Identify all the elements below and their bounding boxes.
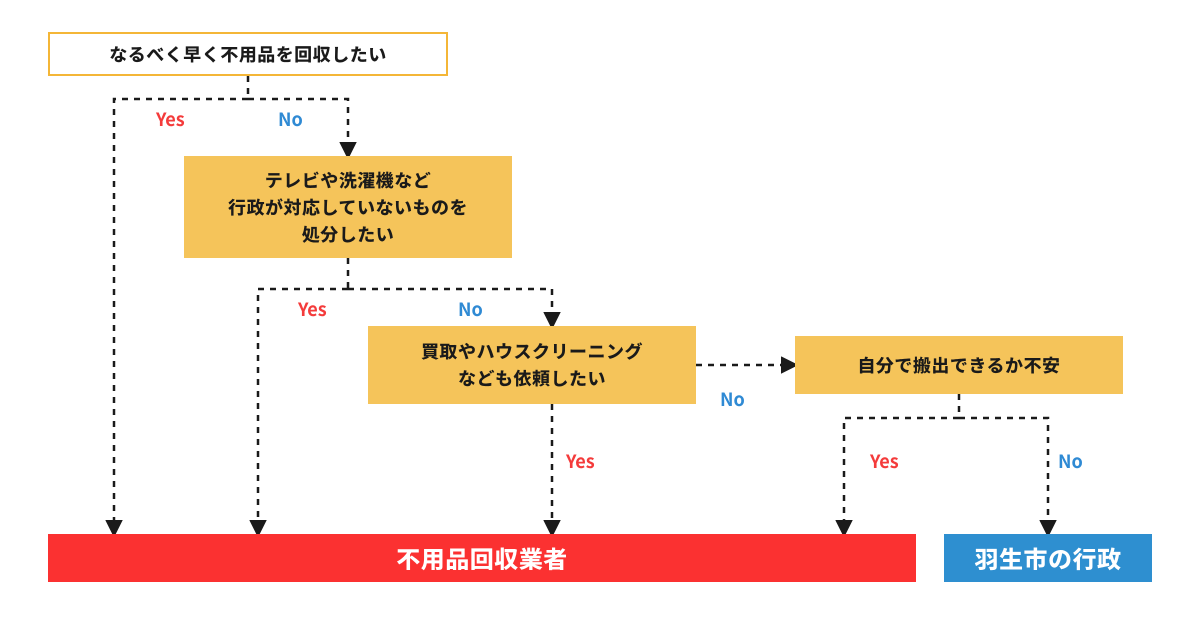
- label-q3_yes: Yes: [566, 448, 595, 474]
- node-q4-text: 自分で搬出できるか不安: [857, 352, 1060, 379]
- node-resultB-text: 羽生市の行政: [975, 540, 1122, 576]
- node-resultA: 不用品回収業者: [48, 534, 916, 582]
- label-q4_yes: Yes: [870, 448, 899, 474]
- edge-q4-no: [959, 418, 1048, 534]
- label-q2_yes: Yes: [298, 296, 327, 322]
- edge-q4-yes: [844, 418, 959, 534]
- label-q3_no: No: [720, 386, 745, 412]
- label-q1_yes: Yes: [156, 106, 185, 132]
- node-resultA-text: 不用品回収業者: [396, 540, 568, 576]
- label-q2_no: No: [458, 296, 483, 322]
- flowchart-canvas: なるべく早く不用品を回収したいテレビや洗濯機など行政が対応していないものを処分し…: [0, 0, 1200, 630]
- label-q4_no: No: [1058, 448, 1083, 474]
- edge-q2-no: [348, 289, 552, 326]
- node-resultB: 羽生市の行政: [944, 534, 1152, 582]
- node-q3: 買取やハウスクリーニングなども依頼したい: [368, 326, 696, 404]
- edge-q2-yes: [258, 289, 348, 534]
- node-q4: 自分で搬出できるか不安: [795, 336, 1123, 394]
- node-q1: なるべく早く不用品を回収したい: [48, 32, 448, 76]
- node-q2: テレビや洗濯機など行政が対応していないものを処分したい: [184, 156, 512, 258]
- node-q2-text: テレビや洗濯機など行政が対応していないものを処分したい: [228, 167, 468, 248]
- label-q1_no: No: [278, 106, 303, 132]
- node-q3-text: 買取やハウスクリーニングなども依頼したい: [421, 338, 643, 392]
- node-q1-text: なるべく早く不用品を回収したい: [109, 41, 387, 68]
